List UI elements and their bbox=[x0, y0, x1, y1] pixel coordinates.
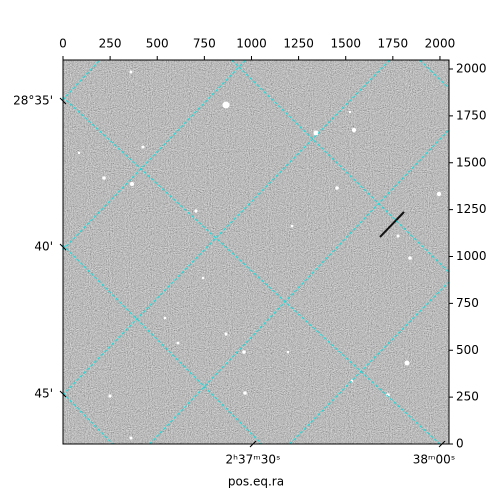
x-tick-label: 1000 bbox=[236, 37, 267, 51]
x-tick-label: 1500 bbox=[330, 37, 361, 51]
dec-tick bbox=[59, 243, 67, 251]
ra-tick bbox=[438, 440, 446, 448]
sky-image bbox=[63, 60, 449, 444]
x-tick-label: 0 bbox=[59, 37, 67, 51]
x-axis-label: pos.eq.ra bbox=[228, 475, 284, 489]
y-tick-label: 1250 bbox=[456, 202, 487, 216]
stars bbox=[77, 70, 442, 440]
x-tick-label: 2000 bbox=[425, 37, 456, 51]
y-tick-label: 0 bbox=[456, 437, 464, 451]
ra-tick-label: 38ᵐ00ˢ bbox=[413, 453, 456, 467]
x-tick-label: 1250 bbox=[283, 37, 314, 51]
y-tick-label: 1500 bbox=[456, 155, 487, 169]
ra-tick-label: 2ʰ37ᵐ30ˢ bbox=[226, 453, 281, 467]
dec-tick bbox=[59, 97, 67, 105]
dec-tick bbox=[59, 390, 67, 398]
x-tick-label: 750 bbox=[193, 37, 216, 51]
x-tick-label: 1750 bbox=[378, 37, 409, 51]
y-tick-label: 2000 bbox=[456, 62, 487, 76]
x-tick-label: 500 bbox=[146, 37, 169, 51]
y-tick-label: 500 bbox=[456, 343, 479, 357]
dec-tick-label: 28°35' bbox=[13, 94, 53, 108]
dec-tick-label: 40' bbox=[34, 240, 53, 254]
dec-tick-label: 45' bbox=[34, 387, 53, 401]
y-tick-label: 750 bbox=[456, 296, 479, 310]
y-tick-label: 1750 bbox=[456, 108, 487, 122]
coordinate-grid bbox=[63, 60, 449, 444]
y-tick-label: 250 bbox=[456, 390, 479, 404]
ra-tick bbox=[249, 440, 257, 448]
y-tick-label: 1000 bbox=[456, 249, 487, 263]
x-tick-label: 250 bbox=[99, 37, 122, 51]
axes-frame bbox=[62, 59, 450, 445]
